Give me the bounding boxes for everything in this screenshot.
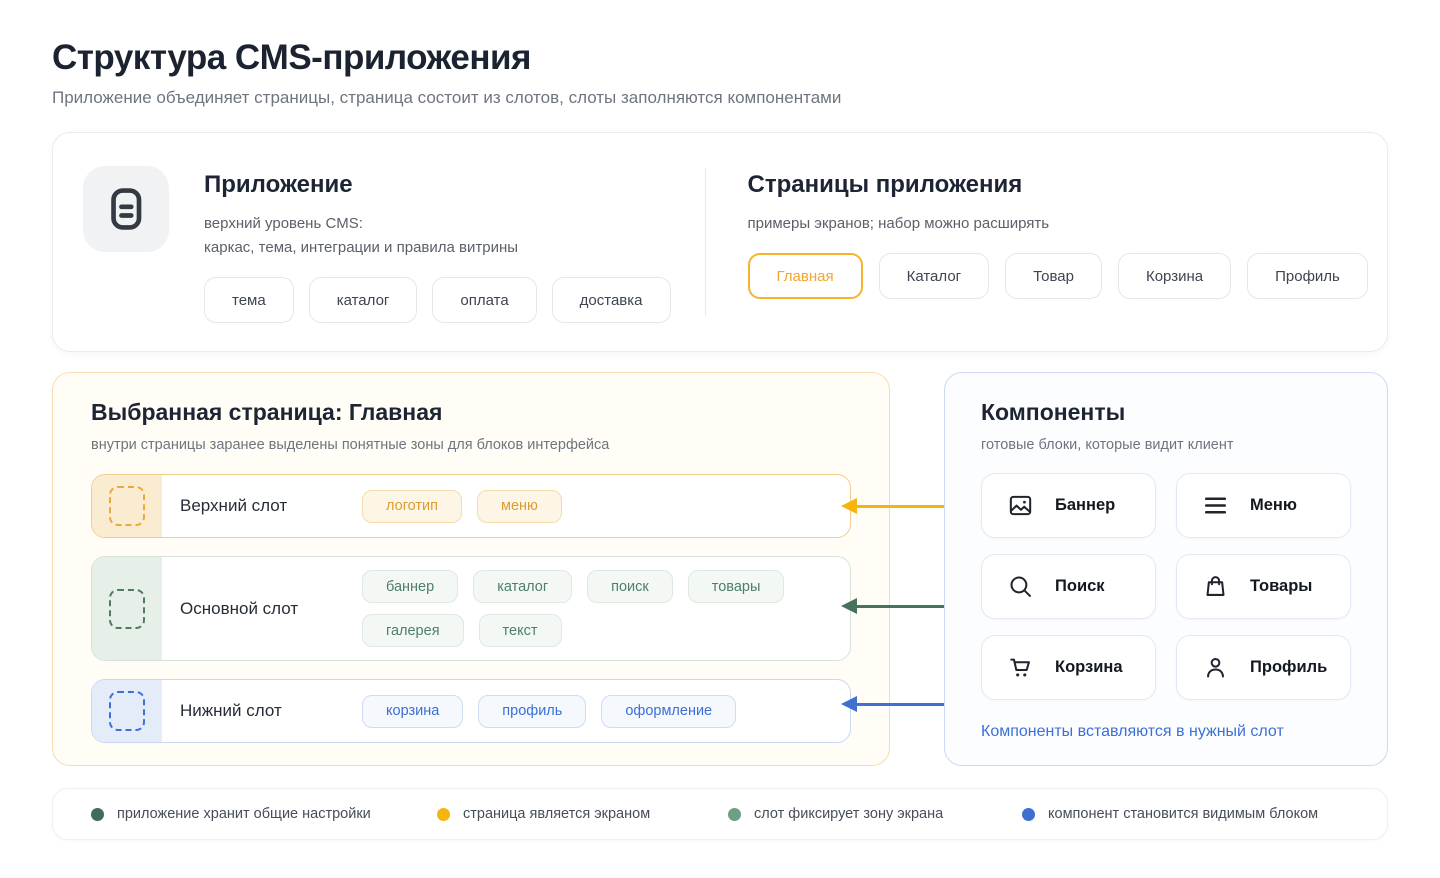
legend-bar: приложение хранит общие настройки страни… xyxy=(52,788,1388,840)
selected-page-title: Выбранная страница: Главная xyxy=(91,399,443,425)
selected-page-subtitle: внутри страницы заранее выделены понятны… xyxy=(91,437,610,453)
page-chip-catalog[interactable]: Каталог xyxy=(878,253,990,299)
vertical-divider xyxy=(704,168,706,316)
component-tile-profile[interactable]: Профиль xyxy=(1176,635,1351,700)
components-note-link[interactable]: Компоненты вставляются в нужный слот xyxy=(981,723,1284,740)
page-chip-profile[interactable]: Профиль xyxy=(1247,253,1368,299)
legend-item-component: компонент становится видимым блоком xyxy=(1022,806,1387,822)
slot-bottom-chips: корзина профиль оформление xyxy=(362,680,840,742)
legend-item-application: приложение хранит общие настройки xyxy=(91,806,437,822)
dashed-slot-icon xyxy=(109,588,145,629)
header: Структура CMS-приложения Приложение объе… xyxy=(0,0,1440,108)
arrow-to-main-slot xyxy=(841,598,944,614)
application-section: Приложение верхний уровень CMS: каркас, … xyxy=(83,166,705,323)
page-title: Структура CMS-приложения xyxy=(52,38,531,77)
selected-page-card: Выбранная страница: Главная внутри стран… xyxy=(52,372,890,766)
slot-zone-icon-area xyxy=(92,680,162,742)
slot-main-chips: баннер каталог поиск товары галерея текс… xyxy=(362,557,840,660)
banner-image-icon xyxy=(1009,495,1032,516)
component-tile-products[interactable]: Товары xyxy=(1176,554,1351,619)
search-icon xyxy=(1010,576,1031,597)
components-grid: Баннер Меню Поиск xyxy=(981,473,1351,700)
legend-label: компонент становится видимым блоком xyxy=(1048,806,1319,822)
component-label: Баннер xyxy=(1055,496,1116,514)
page-subtitle: Приложение объединяет страницы, страница… xyxy=(52,88,842,107)
dashed-slot-icon xyxy=(109,486,145,526)
slot-zone-icon-area xyxy=(92,557,162,660)
pages-title: Страницы приложения xyxy=(747,171,1023,198)
slot-chip-logo[interactable]: логотип xyxy=(362,489,462,523)
application-chip-row: тема каталог оплата доставка xyxy=(204,277,671,323)
legend-label: страница является экраном xyxy=(463,806,651,822)
component-label: Товары xyxy=(1250,577,1313,595)
component-label: Профиль xyxy=(1250,658,1328,676)
slot-bottom: Нижний слот корзина профиль оформление xyxy=(91,679,851,743)
slot-main-label: Основной слот xyxy=(180,598,299,618)
slot-chip-checkout[interactable]: оформление xyxy=(601,694,737,728)
slot-chip-text[interactable]: текст xyxy=(478,614,562,647)
app-chip-payment[interactable]: оплата xyxy=(432,277,537,323)
slot-zone-icon-area xyxy=(92,475,162,537)
application-title: Приложение xyxy=(204,171,353,198)
profile-icon xyxy=(1207,657,1224,678)
application-description-line2: каркас, тема, интеграции и правила витри… xyxy=(204,239,519,256)
legend-item-slot: слот фиксирует зону экрана xyxy=(728,806,1022,822)
slot-chip-menu[interactable]: меню xyxy=(477,489,562,523)
pages-chip-row: Главная Каталог Товар Корзина Профиль xyxy=(747,253,1368,299)
legend-item-page: страница является экраном xyxy=(437,806,728,822)
component-label: Корзина xyxy=(1055,658,1123,676)
page-chip-product[interactable]: Товар xyxy=(1005,253,1102,299)
slot-main: Основной слот баннер каталог поиск товар… xyxy=(91,556,851,661)
dashed-slot-icon xyxy=(109,691,145,731)
component-tile-search[interactable]: Поиск xyxy=(981,554,1156,619)
components-card: Компоненты готовые блоки, которые видит … xyxy=(944,372,1388,766)
page-chip-cart[interactable]: Корзина xyxy=(1117,253,1232,299)
application-text: Приложение верхний уровень CMS: каркас, … xyxy=(204,166,671,323)
component-label: Поиск xyxy=(1055,577,1105,595)
legend-label: приложение хранит общие настройки xyxy=(117,806,371,822)
components-subtitle: готовые блоки, которые видит клиент xyxy=(981,437,1234,453)
slot-top: Верхний слот логотип меню xyxy=(91,474,851,538)
legend-dot-green-dark xyxy=(91,807,104,821)
slot-chip-banner[interactable]: баннер xyxy=(362,570,459,603)
slot-list: Верхний слот логотип меню Основной слот … xyxy=(91,474,851,743)
pages-description: примеры экранов; набор можно расширять xyxy=(747,215,1050,232)
component-tile-menu[interactable]: Меню xyxy=(1176,473,1351,538)
application-description-line1: верхний уровень CMS: xyxy=(204,215,363,232)
pages-section: Страницы приложения примеры экранов; наб… xyxy=(706,166,1368,318)
slot-chip-cart[interactable]: корзина xyxy=(362,694,464,728)
slot-top-label: Верхний слот xyxy=(180,496,288,515)
arrow-to-bottom-slot xyxy=(841,696,944,712)
slot-chip-gallery[interactable]: галерея xyxy=(362,614,464,647)
components-title: Компоненты xyxy=(981,399,1126,425)
component-label: Меню xyxy=(1250,496,1297,514)
legend-label: слот фиксирует зону экрана xyxy=(754,806,944,822)
slot-chip-catalog[interactable]: каталог xyxy=(473,570,573,603)
page-chip-home[interactable]: Главная xyxy=(747,253,863,299)
component-tile-banner[interactable]: Баннер xyxy=(981,473,1156,538)
app-device-icon xyxy=(83,166,169,252)
slot-top-chips: логотип меню xyxy=(362,475,840,537)
app-chip-catalog[interactable]: каталог xyxy=(308,277,418,323)
slot-chip-products[interactable]: товары xyxy=(687,570,785,603)
slot-chip-profile[interactable]: профиль xyxy=(478,694,587,728)
cart-icon xyxy=(1010,658,1030,677)
slot-bottom-label: Нижний слот xyxy=(180,701,282,720)
slot-chip-search[interactable]: поиск xyxy=(587,570,673,603)
component-tile-cart[interactable]: Корзина xyxy=(981,635,1156,700)
menu-icon xyxy=(1204,497,1227,514)
legend-dot-blue xyxy=(1022,807,1035,821)
legend-dot-green xyxy=(728,807,741,821)
main-row: Выбранная страница: Главная внутри стран… xyxy=(52,372,1388,766)
shopping-bag-icon xyxy=(1206,576,1225,596)
arrow-to-top-slot xyxy=(841,498,944,514)
legend-dot-yellow xyxy=(437,807,450,821)
app-chip-theme[interactable]: тема xyxy=(204,277,294,323)
application-overview-card: Приложение верхний уровень CMS: каркас, … xyxy=(52,132,1388,352)
app-chip-delivery[interactable]: доставка xyxy=(551,277,671,323)
